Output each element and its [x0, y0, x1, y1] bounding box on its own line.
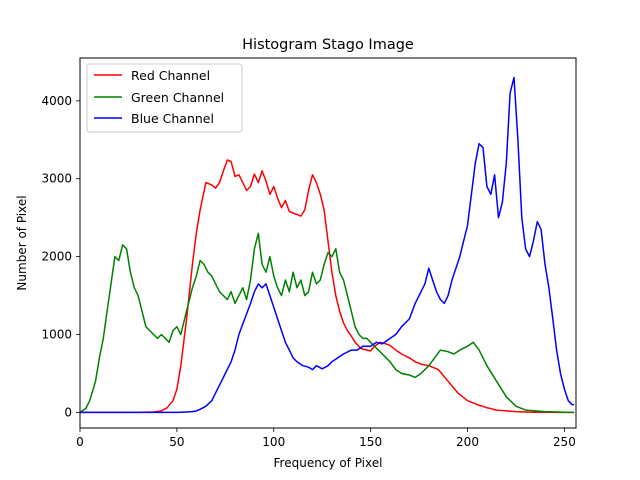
- y-axis-label: Number of Pixel: [15, 195, 29, 290]
- series-line-green-channel: [79, 232, 575, 414]
- legend-box: [86, 63, 243, 133]
- plot-frame: [79, 57, 577, 429]
- plot-lines: [79, 76, 575, 414]
- legend-label-blue: Blue Channel: [131, 111, 214, 126]
- legend-label-red: Red Channel: [131, 68, 210, 83]
- y-axis-ticks: 0 1000 2000 3000 4000: [41, 94, 80, 419]
- x-axis-ticks: 0 50 100 150 200 250: [76, 428, 576, 449]
- y-tick-label: 1000: [41, 328, 72, 342]
- x-tick-label: 200: [456, 435, 479, 449]
- y-tick-label: 0: [64, 405, 72, 419]
- y-tick-label: 2000: [41, 250, 72, 264]
- x-axis-label: Frequency of Pixel: [274, 456, 383, 470]
- x-tick-label: 50: [169, 435, 184, 449]
- x-tick-label: 250: [553, 435, 576, 449]
- x-tick-label: 0: [76, 435, 84, 449]
- x-tick-label: 150: [359, 435, 382, 449]
- legend: Red Channel Green Channel Blue Channel: [86, 63, 243, 133]
- series-line-red-channel: [80, 159, 575, 414]
- series-line-blue-channel: [80, 76, 575, 414]
- y-tick-label: 4000: [41, 94, 72, 108]
- chart-title: Histogram Stago Image: [242, 37, 414, 53]
- legend-label-green: Green Channel: [131, 90, 224, 105]
- y-tick-label: 3000: [41, 172, 72, 186]
- x-tick-label: 100: [262, 435, 285, 449]
